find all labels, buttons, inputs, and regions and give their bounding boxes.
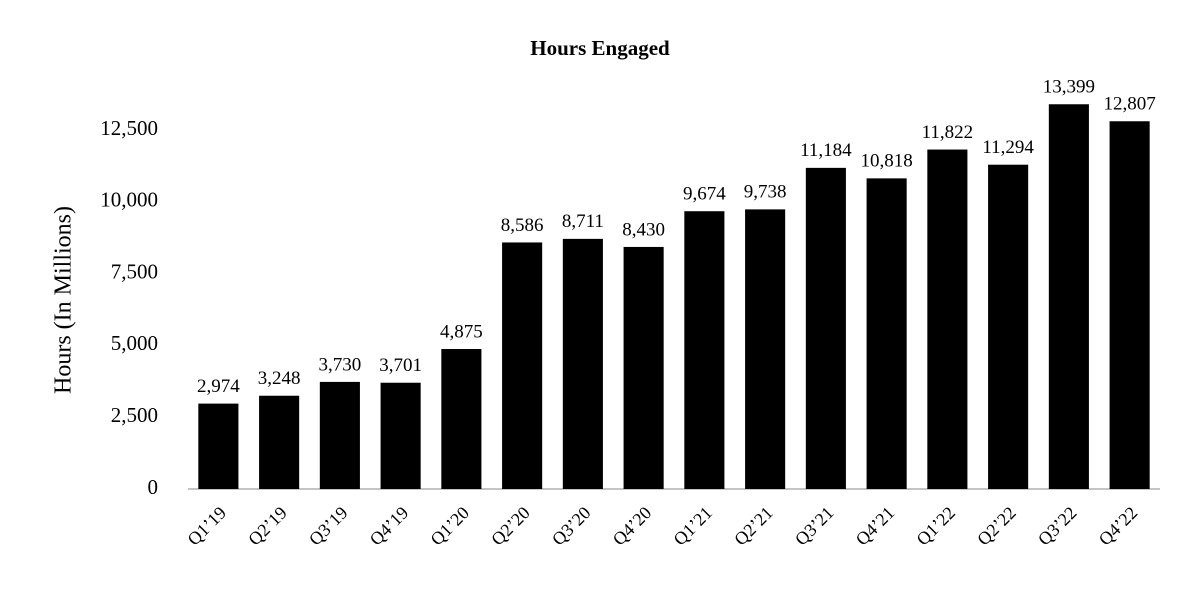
bar: [259, 395, 300, 489]
x-tick-label: Q1’20: [426, 503, 473, 550]
x-tick-label: Q2’22: [973, 503, 1020, 550]
x-tick-label: Q3’20: [548, 503, 595, 550]
value-label: 3,701: [379, 355, 422, 376]
value-label: 11,294: [982, 137, 1034, 158]
value-label: 8,430: [622, 219, 665, 240]
x-tick-label: Q1’19: [183, 503, 230, 550]
x-tick-label: Q2’19: [244, 503, 291, 550]
value-label: 8,711: [562, 211, 604, 232]
value-label: 11,184: [800, 140, 852, 161]
y-tick-label: 5,000: [111, 331, 158, 355]
value-label: 9,738: [744, 182, 787, 203]
value-label: 8,586: [501, 215, 544, 236]
value-label: 4,875: [440, 321, 483, 342]
bar: [988, 164, 1029, 489]
x-tick-label: Q4’21: [852, 503, 899, 550]
value-label: 10,818: [861, 151, 913, 172]
bar: [319, 381, 360, 489]
bar: [562, 238, 603, 489]
y-tick-label: 0: [148, 475, 159, 499]
x-tick-label: Q1’22: [912, 503, 959, 550]
value-label: 9,674: [683, 184, 726, 205]
value-label: 2,974: [197, 376, 240, 397]
bar: [805, 167, 846, 489]
y-tick-label: 10,000: [100, 188, 158, 212]
x-tick-label: Q4’20: [609, 503, 656, 550]
value-label: 11,822: [922, 122, 974, 143]
x-tick-label: Q3’21: [791, 503, 838, 550]
bar: [502, 242, 543, 489]
x-tick-label: Q3’22: [1034, 503, 1081, 550]
value-label: 13,399: [1043, 77, 1095, 98]
bar: [198, 403, 239, 489]
bar: [684, 211, 725, 489]
bar: [866, 178, 907, 490]
x-tick-label: Q4’22: [1095, 503, 1142, 550]
value-label: 3,730: [319, 354, 362, 375]
y-tick-label: 12,500: [100, 116, 158, 140]
value-label: 3,248: [258, 368, 301, 389]
bar: [927, 149, 968, 489]
bar: [1048, 104, 1089, 489]
x-tick-label: Q3’19: [305, 503, 352, 550]
bar: [1109, 121, 1150, 490]
chart-title: Hours Engaged: [530, 36, 670, 60]
bar: [745, 209, 786, 489]
x-tick-label: Q2’21: [730, 503, 777, 550]
y-axis-label: Hours (In Millions): [51, 206, 77, 394]
bar: [441, 349, 482, 489]
bar: [623, 246, 664, 489]
x-tick-label: Q2’20: [487, 503, 534, 550]
x-tick-label: Q4’19: [366, 503, 413, 550]
bar: [380, 382, 421, 489]
value-label: 12,807: [1104, 94, 1156, 115]
y-tick-label: 7,500: [111, 259, 158, 283]
x-tick-label: Q1’21: [669, 503, 716, 550]
y-tick-label: 2,500: [111, 403, 158, 427]
